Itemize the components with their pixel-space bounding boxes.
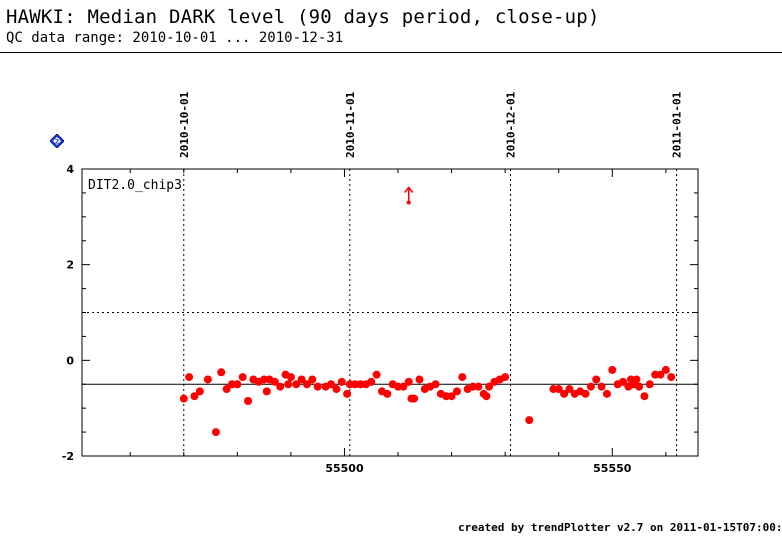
data-point	[410, 394, 419, 403]
help-diamond-icon[interactable]: 2	[50, 134, 64, 148]
panel-label: DIT2.0_chip3	[88, 178, 182, 193]
data-point	[286, 373, 295, 382]
date-marker-label: 2010-11-01	[344, 91, 357, 158]
date-marker-label: 2011-01-01	[671, 91, 684, 158]
data-point	[565, 385, 574, 394]
data-point	[404, 377, 413, 386]
svg-text:2: 2	[55, 139, 59, 146]
data-point	[203, 375, 212, 384]
title-divider	[0, 52, 782, 53]
y-tick-label: 4	[66, 163, 74, 176]
date-marker-label: 2010-10-01	[178, 91, 191, 158]
data-point	[608, 365, 617, 374]
data-point	[632, 375, 641, 384]
chart-subtitle: QC data range: 2010-10-01 ... 2010-12-31	[6, 30, 344, 46]
data-point	[211, 428, 220, 437]
data-point	[276, 382, 285, 391]
plot-frame	[81, 168, 699, 457]
data-point	[179, 394, 188, 403]
data-points	[179, 186, 676, 437]
outlier-point	[406, 200, 411, 205]
data-point	[560, 389, 569, 398]
grid-layer	[82, 169, 698, 456]
data-point	[554, 385, 563, 394]
y-tick-label: 0	[66, 354, 74, 367]
data-point	[238, 373, 247, 382]
data-point	[485, 382, 494, 391]
data-point	[308, 375, 317, 384]
data-point	[233, 380, 242, 389]
data-point	[383, 389, 392, 398]
outlier-arrow-head	[404, 186, 414, 193]
chart-title: HAWKI: Median DARK level (90 days period…	[6, 6, 600, 28]
data-point	[640, 392, 649, 401]
data-point	[635, 382, 644, 391]
data-point	[313, 382, 322, 391]
data-point	[619, 377, 628, 386]
y-tick-label: 2	[66, 259, 74, 272]
data-point	[645, 380, 654, 389]
data-point	[597, 382, 606, 391]
data-point	[302, 380, 311, 389]
data-point	[447, 392, 456, 401]
data-point	[262, 387, 271, 396]
credit-line: created by trendPlotter v2.7 on 2011-01-…	[458, 521, 782, 534]
date-marker-label: 2010-12-01	[505, 91, 518, 158]
data-point	[586, 382, 595, 391]
data-point	[501, 373, 510, 382]
data-point	[602, 389, 611, 398]
data-point	[415, 375, 424, 384]
outlier-arrow-icon	[404, 186, 414, 205]
data-point	[185, 373, 194, 382]
data-point	[292, 380, 301, 389]
data-point	[399, 382, 408, 391]
data-point	[270, 377, 279, 386]
data-point	[190, 392, 199, 401]
data-point	[581, 389, 590, 398]
data-point	[372, 370, 381, 379]
data-point	[482, 392, 491, 401]
data-point	[327, 380, 336, 389]
data-point	[474, 382, 483, 391]
data-point	[367, 377, 376, 386]
data-point	[244, 396, 253, 405]
data-point	[284, 380, 293, 389]
data-point	[332, 385, 341, 394]
data-point	[431, 380, 440, 389]
data-point	[592, 375, 601, 384]
x-tick-label: 55550	[593, 462, 632, 475]
data-point	[337, 377, 346, 386]
data-point	[656, 370, 665, 379]
x-tick-label: 55500	[325, 462, 364, 475]
data-point	[217, 368, 226, 377]
data-point	[525, 416, 534, 425]
data-point	[452, 387, 461, 396]
data-point	[343, 389, 352, 398]
data-point	[661, 365, 670, 374]
data-point	[195, 387, 204, 396]
axes-layer: 2010-10-01 2010-11-01 2010-12-01 2011-01-01…	[62, 91, 698, 475]
data-point	[458, 373, 467, 382]
data-point	[297, 375, 306, 384]
data-point	[222, 385, 231, 394]
data-point	[667, 373, 676, 382]
y-tick-label: -2	[62, 450, 74, 463]
